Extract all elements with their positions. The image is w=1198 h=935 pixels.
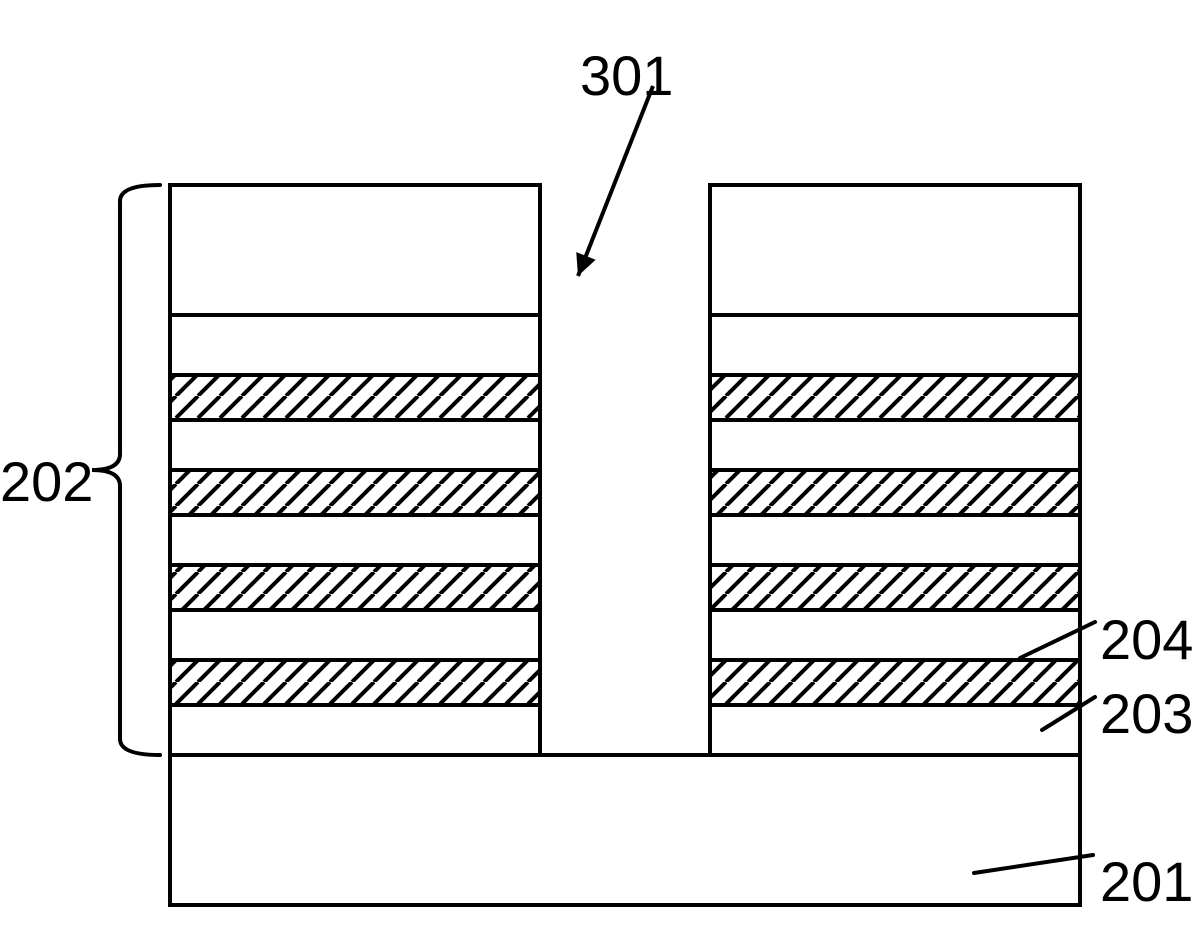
layer-204 [710,565,1080,610]
label-203: 203 [1100,682,1193,745]
diagram-stage: 301 202 204 203 201 [0,0,1198,935]
label-204: 204 [1100,608,1193,671]
layer-203 [170,420,540,470]
label-201: 201 [1100,850,1193,913]
layer-top-cap [710,315,1080,375]
layer-203 [710,515,1080,565]
right-stack-202 [710,185,1080,755]
layer-204 [710,660,1080,705]
label-202: 202 [0,450,93,513]
figure-svg: 301 202 204 203 201 [0,0,1198,935]
layer-204 [170,470,540,515]
layer-204 [170,660,540,705]
layer-203 [170,515,540,565]
layer-204 [710,470,1080,515]
layer-203 [710,420,1080,470]
label-301: 301 [580,44,673,107]
arrow-301 [578,86,653,276]
layer-203 [170,610,540,660]
layer-203 [170,705,540,755]
layer-204 [170,565,540,610]
layer-203 [710,705,1080,755]
brace-202 [92,185,160,755]
left-stack-202 [170,185,540,755]
layer-top-cap [170,315,540,375]
substrate-201 [170,755,1080,905]
layer-204 [710,375,1080,420]
layer-203 [710,610,1080,660]
layer-204 [170,375,540,420]
